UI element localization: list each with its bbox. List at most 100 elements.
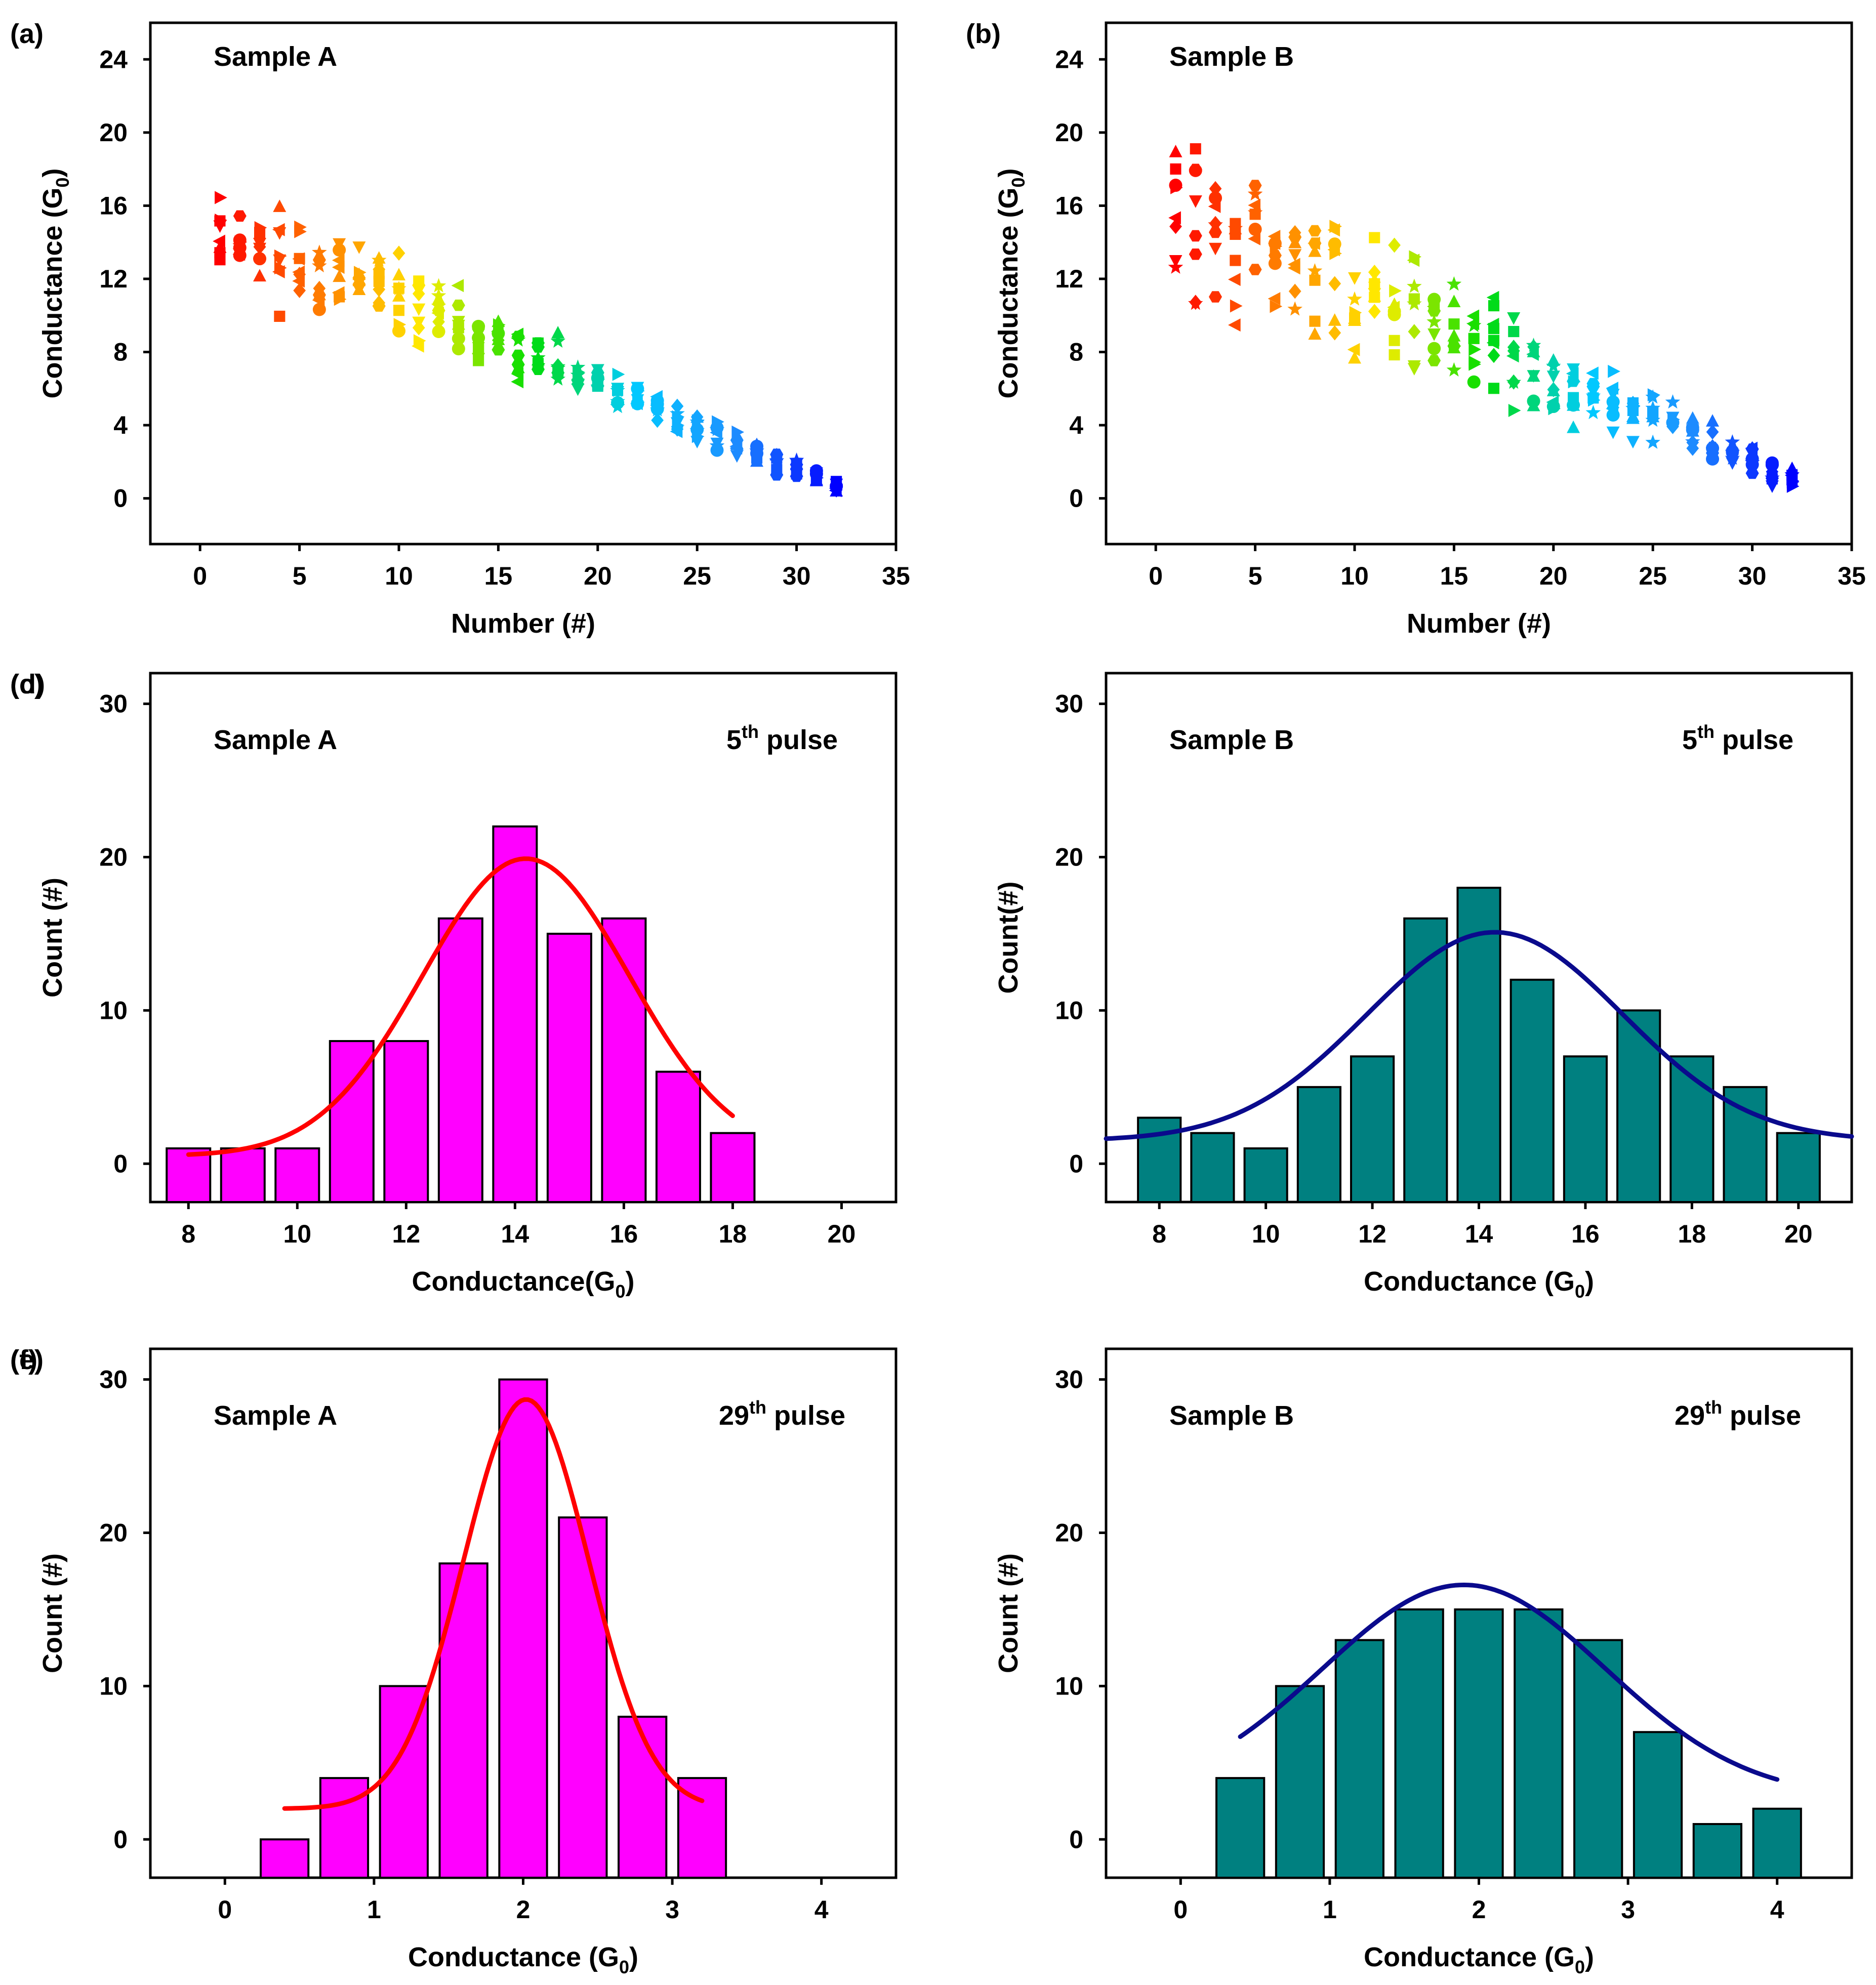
data-point [1408, 293, 1420, 305]
data-point [213, 234, 225, 248]
data-point [1506, 349, 1519, 363]
histogram-bar [1350, 1055, 1395, 1203]
histogram-bar [1334, 1639, 1384, 1879]
data-point [1389, 284, 1402, 298]
data-point [1288, 283, 1301, 299]
histogram-bar [618, 1715, 668, 1879]
data-point [612, 367, 625, 381]
data-point [1645, 434, 1660, 449]
data-point [1368, 265, 1381, 280]
data-point [233, 210, 247, 222]
data-point [749, 443, 764, 458]
y-tick-label: 0 [1069, 484, 1083, 513]
sample-label: Sample A [214, 725, 337, 755]
data-point [1287, 258, 1300, 271]
data-point [1347, 291, 1362, 306]
data-point [1247, 186, 1263, 201]
data-point [631, 397, 644, 410]
data-point [809, 467, 823, 481]
data-point [1488, 323, 1499, 335]
x-tick-label: 15 [1440, 562, 1469, 590]
data-point [511, 349, 525, 361]
data-point [1270, 300, 1283, 313]
pulse-label: 5th pulse [726, 721, 838, 755]
data-point [1448, 318, 1460, 330]
data-point [1606, 426, 1620, 439]
gaussian-fit-curve [186, 856, 735, 1157]
data-point [1168, 259, 1184, 274]
data-point [273, 227, 287, 240]
data-point [1328, 325, 1341, 341]
data-point [273, 199, 287, 212]
histogram-bar [1514, 1608, 1564, 1879]
data-point [1209, 181, 1222, 196]
data-point [333, 243, 346, 257]
data-point [1507, 312, 1521, 325]
data-point [1389, 335, 1400, 346]
data-point [1706, 439, 1719, 454]
data-point [709, 422, 725, 436]
data-point [1209, 291, 1222, 303]
data-point [333, 269, 346, 282]
data-point [372, 300, 386, 312]
data-point [412, 316, 426, 329]
data-point [1388, 237, 1401, 253]
data-point [294, 225, 307, 238]
data-point [1447, 329, 1461, 342]
data-point [531, 350, 546, 364]
data-point [1309, 274, 1321, 286]
histogram-bar [1394, 1608, 1444, 1879]
x-tick-label: 10 [385, 562, 413, 590]
chart-panel-d: 8 10 12 14 16 18 20 0 10 20 30 (d) Sample B 5th pulse… [10, 669, 1854, 1302]
data-point [1527, 394, 1540, 408]
data-point [214, 247, 226, 259]
data-point [1587, 388, 1600, 403]
data-point [393, 305, 404, 316]
y-tick-label: 12 [99, 265, 128, 293]
data-point [1745, 467, 1759, 479]
sample-label: Sample B [1169, 725, 1294, 755]
data-point [769, 452, 785, 468]
data-point [1409, 250, 1422, 264]
panel-label: (f) [10, 1345, 37, 1375]
y-tick-label: 10 [1055, 1672, 1083, 1700]
data-point [412, 303, 426, 316]
x-tick-label: 14 [1465, 1220, 1493, 1248]
data-point [1446, 276, 1462, 291]
data-point [1625, 400, 1641, 415]
data-point [1745, 441, 1758, 455]
x-axis-label: Conductance(G0) [412, 1266, 634, 1302]
x-tick-label: 14 [501, 1220, 529, 1248]
histogram-bar [220, 1147, 266, 1204]
data-point [431, 287, 446, 303]
data-point [1249, 209, 1261, 220]
data-point [1209, 226, 1222, 238]
data-point [431, 278, 446, 293]
x-tick-label: 10 [1252, 1220, 1280, 1248]
data-point [1168, 211, 1181, 225]
y-tick-label: 10 [99, 996, 128, 1024]
y-axis-label: Conductance (G0) [37, 168, 73, 398]
data-point [392, 289, 405, 302]
histogram-bar [383, 1040, 429, 1204]
data-point [1526, 348, 1539, 361]
data-point [1209, 242, 1222, 256]
data-point [1527, 369, 1540, 382]
data-point [1626, 436, 1640, 449]
data-point [412, 339, 424, 353]
x-tick-label: 1 [367, 1895, 381, 1924]
histogram-bar [1563, 1055, 1608, 1203]
histogram-bar [1215, 1777, 1266, 1879]
data-point [1189, 295, 1202, 310]
data-point [1328, 313, 1341, 326]
data-point [354, 266, 366, 279]
data-point [1786, 479, 1800, 493]
histogram-bar [1752, 1807, 1802, 1879]
x-axis-label: Conductance (G0) [1364, 1266, 1594, 1302]
data-point [1309, 315, 1321, 327]
y-tick-label: 10 [99, 1672, 128, 1700]
pulse-label: 5th pulse [1682, 721, 1793, 755]
y-tick-label: 0 [113, 1149, 128, 1178]
data-point [413, 275, 425, 287]
